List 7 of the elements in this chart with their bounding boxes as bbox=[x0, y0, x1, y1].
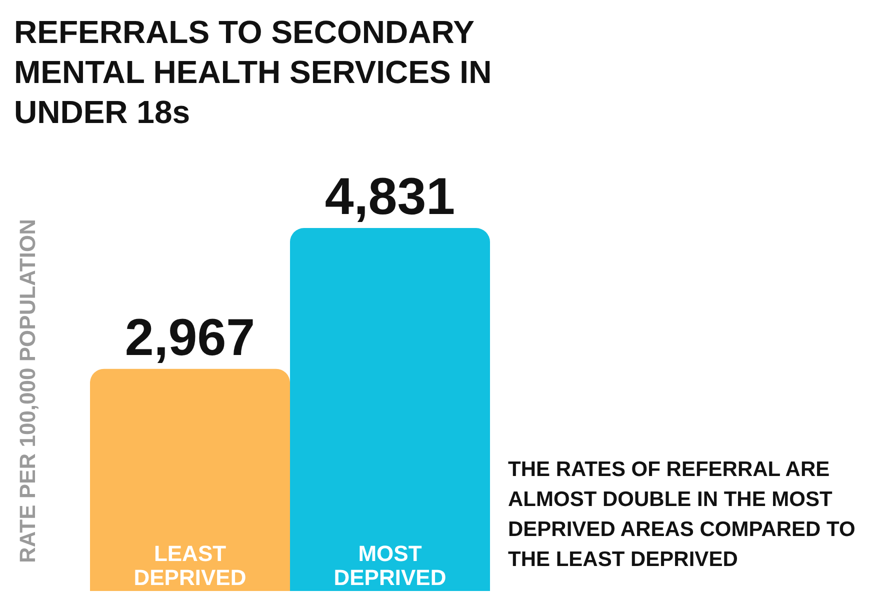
data-label: 2,967 bbox=[124, 308, 256, 367]
data-label: 4,831 bbox=[324, 168, 456, 226]
text: THE RATES OF REFERRAL ARE ALMOST DOUBLE IN THE MOST DEPRIVED AREAS COMPARED TO THE LEAST DEPRIVED bbox=[508, 457, 856, 573]
y-axis-title: RATE PER 100,000 POPULATION bbox=[15, 218, 41, 565]
x-tick-label: LEAST DEPRIVED bbox=[134, 541, 246, 590]
x-tick-label: MOST DEPRIVED bbox=[334, 541, 446, 590]
chart-title: REFERRALS TO SECONDARY MENTAL HEALTH SERVICES IN UNDER 18s bbox=[14, 13, 493, 132]
